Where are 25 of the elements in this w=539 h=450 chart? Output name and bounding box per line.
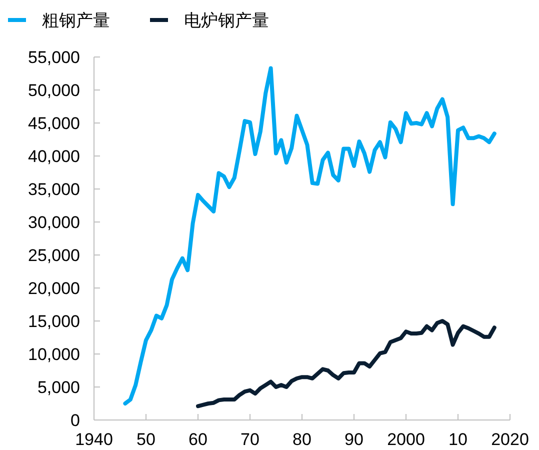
y-tick-label: 10,000	[28, 345, 80, 364]
y-tick-label: 20,000	[28, 279, 80, 298]
y-tick-label: 0	[70, 411, 80, 430]
x-tick-label: 2020	[491, 430, 529, 449]
x-tick-label: 1940	[75, 430, 113, 449]
legend-label: 粗钢产量	[42, 11, 110, 30]
y-tick-label: 5,000	[37, 378, 80, 397]
legend-label: 电炉钢产量	[184, 11, 269, 30]
y-tick-label: 40,000	[28, 147, 80, 166]
y-tick-label: 55,000	[28, 48, 80, 67]
x-tick-label: 90	[344, 430, 364, 449]
x-tick-label: 10	[448, 430, 468, 449]
x-tick-label: 60	[188, 430, 208, 449]
y-tick-label: 45,000	[28, 114, 80, 133]
line-series	[196, 319, 496, 408]
x-tick-label: 50	[136, 430, 156, 449]
y-tick-label: 25,000	[28, 246, 80, 265]
x-tick-label: 2000	[387, 430, 425, 449]
y-tick-label: 30,000	[28, 213, 80, 232]
x-tick-label: 80	[292, 430, 312, 449]
x-tick-label: 70	[240, 430, 260, 449]
y-tick-label: 50,000	[28, 81, 80, 100]
line-series	[123, 66, 496, 406]
y-tick-label: 15,000	[28, 312, 80, 331]
y-tick-label: 35,000	[28, 180, 80, 199]
